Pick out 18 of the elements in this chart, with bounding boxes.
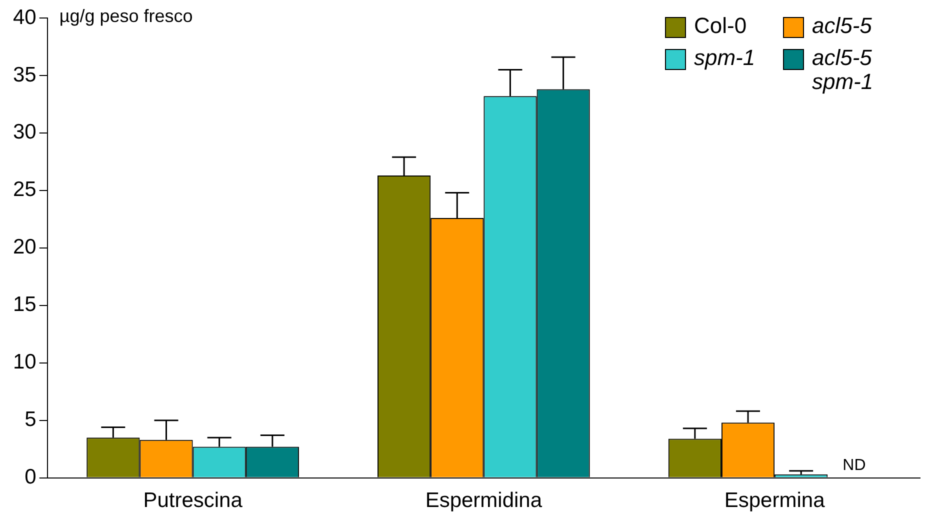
legend-label: acl5-5: [812, 13, 872, 38]
y-tick-label: 35: [13, 63, 36, 86]
y-tick-label: 40: [13, 6, 36, 29]
x-tick-label: Espermina: [724, 489, 826, 512]
x-tick-label: Putrescina: [143, 489, 243, 512]
y-tick-label: 30: [13, 120, 36, 144]
y-axis-title: µg/g peso fresco: [59, 6, 193, 26]
y-tick-label: 0: [24, 466, 36, 489]
annotation: ND: [842, 457, 866, 474]
y-tick-label: 5: [24, 408, 36, 432]
y-tick-label: 20: [13, 236, 36, 259]
y-tick-label: 10: [13, 350, 36, 374]
legend-label: acl5-5 spm-1: [812, 45, 874, 94]
y-tick-label: 15: [13, 293, 36, 316]
y-tick-label: 25: [13, 178, 36, 202]
legend-label: spm-1: [694, 45, 756, 70]
legend-label: Col-0: [694, 13, 747, 38]
x-tick-label: Espermidina: [425, 489, 542, 512]
